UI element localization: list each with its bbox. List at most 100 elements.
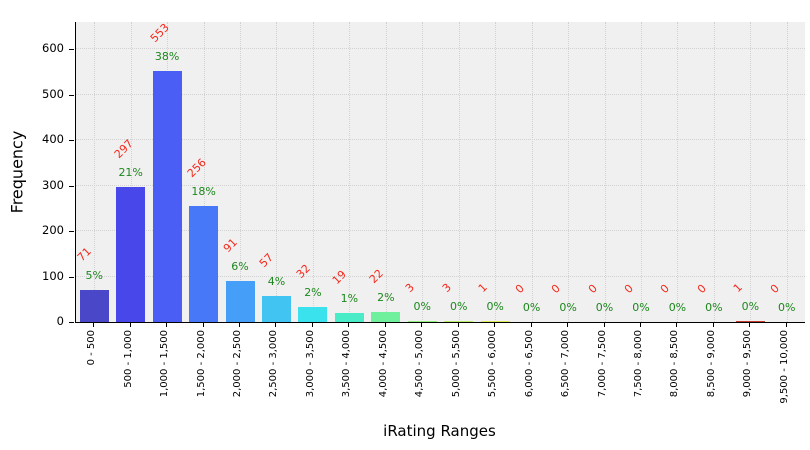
percent-label: 0% (559, 301, 577, 314)
v-gridline (604, 22, 606, 322)
count-label: 71 (75, 244, 95, 264)
v-gridline (677, 22, 679, 322)
y-tick-label: 400 (42, 132, 64, 147)
bar (116, 187, 146, 322)
x-tick-mark (93, 323, 95, 327)
v-gridline (495, 22, 497, 322)
count-label: 0 (512, 281, 527, 296)
h-gridline (76, 93, 805, 95)
percent-label: 0% (486, 299, 504, 313)
percent-label: 0% (522, 301, 541, 314)
x-tick-label: 3,500 - 4,000 (341, 330, 353, 398)
v-gridline (349, 22, 351, 322)
bar (261, 296, 291, 322)
count-label: 3 (439, 280, 454, 295)
x-tick-mark (239, 323, 241, 327)
x-tick-mark (202, 323, 204, 327)
y-tick-mark (69, 49, 74, 51)
x-tick-mark (603, 323, 605, 327)
y-tick-label: 500 (42, 86, 64, 101)
x-tick-mark (494, 323, 496, 327)
count-label: 0 (658, 281, 673, 296)
x-tick-label: 9,500 - 10,000 (778, 330, 790, 404)
x-tick-mark (457, 323, 459, 327)
bar (735, 320, 765, 322)
y-tick-mark (69, 94, 74, 96)
v-gridline (750, 22, 752, 322)
x-tick-label: 9,000 - 9,500 (742, 330, 754, 398)
count-label: 0 (767, 281, 782, 296)
x-tick-label: 4,500 - 5,000 (414, 330, 426, 398)
percent-label: 0% (632, 301, 650, 314)
v-gridline (786, 22, 788, 322)
count-label: 1 (475, 280, 491, 295)
x-tick-label: 2,500 - 3,000 (268, 330, 280, 398)
v-gridline (312, 22, 314, 322)
x-tick-label: 500 - 1,000 (122, 330, 134, 388)
y-tick-mark (69, 231, 74, 233)
count-label: 0 (585, 281, 600, 296)
v-gridline (531, 22, 533, 322)
x-tick-mark (129, 323, 131, 327)
bar (407, 320, 437, 322)
y-tick-label: 200 (42, 223, 64, 238)
v-gridline (240, 22, 242, 322)
percent-label: 0% (595, 301, 614, 314)
percent-label: 38% (154, 49, 180, 63)
x-tick-mark (676, 323, 678, 327)
bar (298, 307, 328, 322)
x-tick-mark (348, 323, 350, 327)
bar (334, 313, 364, 322)
v-gridline (203, 22, 205, 322)
v-gridline (385, 22, 387, 322)
count-label: 297 (111, 136, 136, 161)
percent-label: 0% (668, 301, 687, 314)
percent-label: 0% (449, 299, 468, 313)
x-tick-label: 3,000 - 3,500 (304, 330, 316, 398)
v-gridline (640, 22, 642, 322)
percent-label: 0% (741, 299, 760, 313)
x-tick-label: 0 - 500 (86, 330, 98, 366)
percent-label: 2% (304, 286, 322, 300)
x-tick-mark (785, 323, 787, 327)
x-tick-mark (639, 323, 641, 327)
count-label: 0 (548, 281, 564, 296)
x-tick-mark (275, 323, 277, 327)
bar (225, 280, 255, 322)
y-tick-mark (69, 185, 74, 187)
x-tick-label: 5,500 - 6,000 (487, 330, 499, 398)
v-gridline (713, 22, 715, 322)
x-axis-title: iRating Ranges (383, 422, 496, 440)
percent-label: 21% (118, 166, 143, 179)
x-tick-label: 6,000 - 6,500 (523, 330, 535, 398)
x-tick-label: 7,000 - 7,500 (596, 330, 608, 398)
v-gridline (276, 22, 278, 322)
percent-label: 1% (340, 292, 359, 306)
x-tick-label: 8,500 - 9,000 (705, 330, 717, 398)
v-gridline (422, 22, 424, 322)
v-gridline (130, 22, 132, 322)
x-tick-mark (421, 323, 423, 327)
x-tick-mark (712, 323, 714, 327)
bar (152, 70, 182, 322)
v-gridline (458, 22, 460, 322)
count-label: 256 (184, 155, 209, 180)
percent-label: 0% (413, 299, 431, 313)
x-tick-mark (166, 323, 168, 327)
bar (79, 289, 109, 322)
x-tick-label: 8,000 - 8,500 (669, 330, 681, 398)
percent-label: 5% (85, 268, 103, 282)
y-tick-label: 100 (42, 268, 64, 283)
count-label: 19 (330, 268, 350, 288)
count-label: 0 (621, 281, 636, 296)
x-tick-label: 4,000 - 4,500 (377, 330, 389, 398)
percent-label: 2% (377, 291, 395, 304)
v-gridline (94, 22, 96, 322)
y-tick-label: 300 (42, 177, 64, 192)
v-gridline (568, 22, 570, 322)
x-tick-label: 2,000 - 2,500 (232, 330, 244, 398)
h-gridline (76, 48, 805, 50)
y-tick-label: 600 (42, 41, 64, 56)
x-tick-label: 1,000 - 1,500 (159, 330, 171, 398)
